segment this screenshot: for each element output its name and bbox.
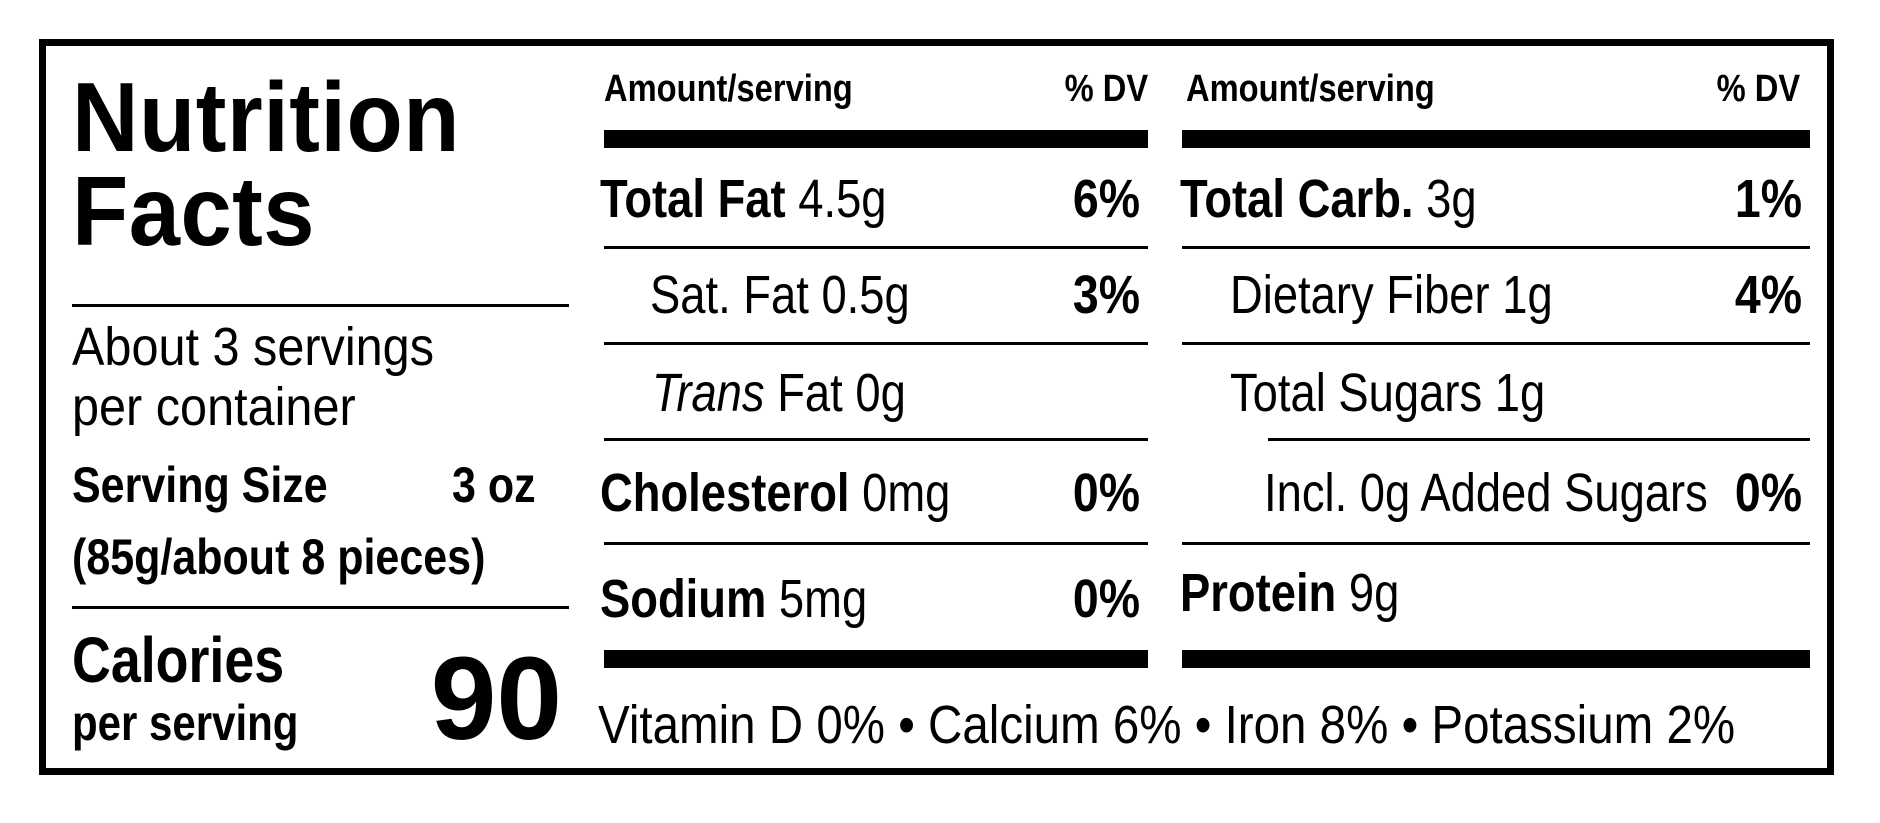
- right-header-thick-rule: [1182, 130, 1810, 148]
- calories-value: 90: [430, 633, 562, 765]
- calories-per-serving-label: per serving: [72, 695, 299, 751]
- left-bottom-thick-rule: [604, 650, 1148, 668]
- row-divider: [1182, 246, 1810, 249]
- dv-cholesterol: 0%: [1072, 463, 1140, 523]
- right-header-dv: % DV: [1716, 68, 1800, 110]
- serving-size-value: 3 oz: [452, 457, 536, 513]
- dv-sodium: 0%: [1072, 569, 1140, 629]
- serving-divider: [72, 606, 569, 609]
- row-divider: [604, 342, 1148, 345]
- nutrient-row-trans-fat: Trans Fat 0g: [652, 363, 906, 423]
- serving-size-label: Serving Size: [72, 457, 328, 513]
- nutrient-row-cholesterol: Cholesterol 0mg: [600, 463, 951, 523]
- dv-total-carb: 1%: [1734, 169, 1802, 229]
- title-divider: [72, 304, 569, 307]
- nutrient-row-total-sugars: Total Sugars 1g: [1230, 363, 1546, 423]
- row-divider: [604, 542, 1148, 545]
- nutrient-row-total-fat: Total Fat 4.5g: [600, 169, 887, 229]
- row-divider: [1182, 342, 1810, 345]
- vitamins-minerals-line: Vitamin D 0% • Calcium 6% • Iron 8% • Po…: [598, 695, 1736, 755]
- nutrient-row-total-carb: Total Carb. 3g: [1180, 169, 1477, 229]
- left-header-amount: Amount/serving: [604, 68, 853, 110]
- label-title: Nutrition Facts: [72, 62, 460, 266]
- right-bottom-thick-rule: [1182, 650, 1810, 668]
- nutrient-row-added-sugars: Incl. 0g Added Sugars: [1264, 463, 1708, 523]
- nutrient-row-sodium: Sodium 5mg: [600, 569, 868, 629]
- serving-size-detail: (85g/about 8 pieces): [72, 529, 486, 585]
- dv-total-fat: 6%: [1072, 169, 1140, 229]
- right-header-amount: Amount/serving: [1186, 68, 1435, 110]
- nutrient-row-dietary-fiber: Dietary Fiber 1g: [1230, 265, 1553, 325]
- row-divider: [604, 438, 1148, 441]
- nutrient-row-protein: Protein 9g: [1180, 563, 1400, 623]
- row-divider: [1182, 542, 1810, 545]
- left-header-dv: % DV: [1064, 68, 1148, 110]
- nutrition-label-frame: [39, 39, 1834, 775]
- left-header-thick-rule: [604, 130, 1148, 148]
- calories-label: Calories: [72, 624, 285, 696]
- servings-per-container-line1: About 3 servings: [72, 317, 435, 377]
- servings-per-container-line2: per container: [72, 377, 356, 437]
- row-divider: [604, 246, 1148, 249]
- dv-added-sugars: 0%: [1734, 463, 1802, 523]
- dv-dietary-fiber: 4%: [1734, 265, 1802, 325]
- nutrient-row-sat-fat: Sat. Fat 0.5g: [650, 265, 910, 325]
- row-divider: [1268, 438, 1810, 441]
- dv-sat-fat: 3%: [1072, 265, 1140, 325]
